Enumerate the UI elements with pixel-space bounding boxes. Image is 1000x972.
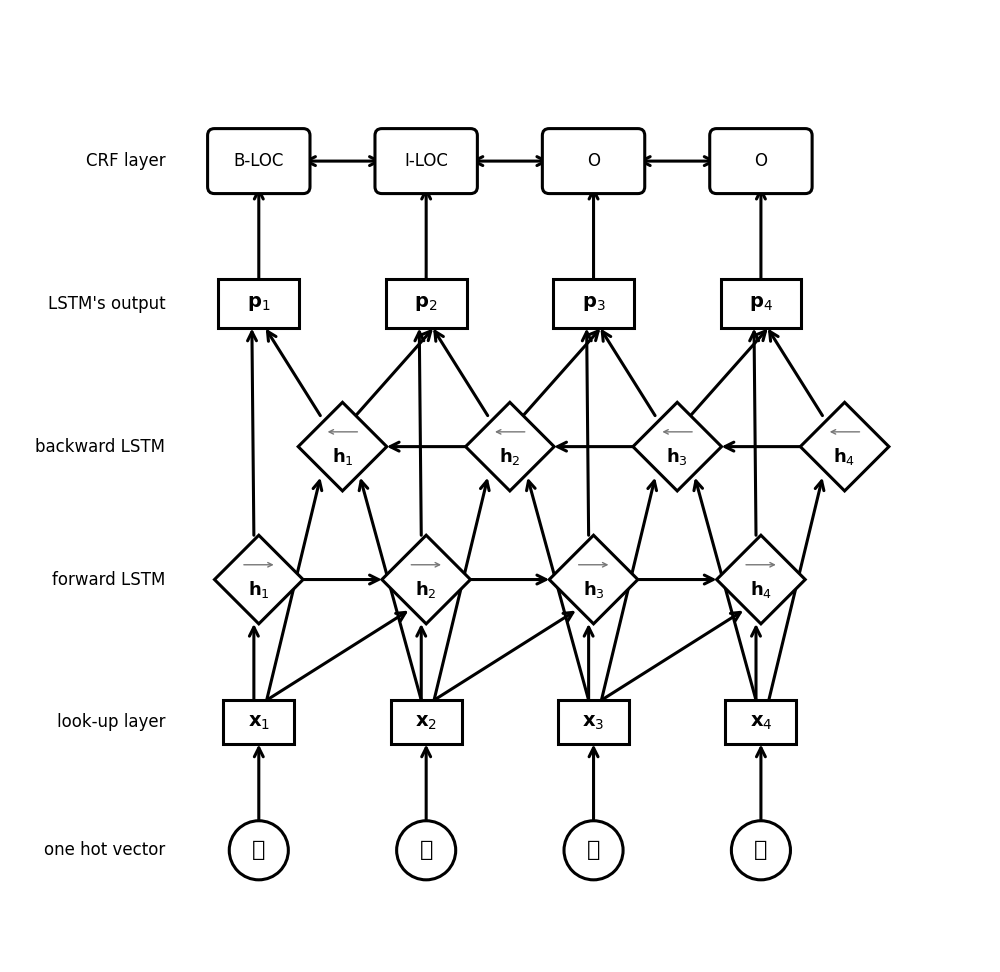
FancyBboxPatch shape	[542, 128, 645, 193]
Text: $\mathit{\mathbf{h}}_{4}$: $\mathit{\mathbf{h}}_{4}$	[750, 579, 772, 600]
Polygon shape	[382, 536, 470, 624]
Text: $\mathit{\mathbf{x}}_{3}$: $\mathit{\mathbf{x}}_{3}$	[582, 712, 605, 732]
Text: $\mathit{\mathbf{p}}_{4}$: $\mathit{\mathbf{p}}_{4}$	[749, 295, 773, 313]
Circle shape	[229, 820, 288, 880]
Text: $\mathit{\mathbf{p}}_{3}$: $\mathit{\mathbf{p}}_{3}$	[582, 295, 605, 313]
Text: $\mathit{\mathbf{p}}_{2}$: $\mathit{\mathbf{p}}_{2}$	[414, 295, 438, 313]
Text: $\mathit{\mathbf{x}}_{1}$: $\mathit{\mathbf{x}}_{1}$	[248, 712, 270, 732]
Polygon shape	[800, 402, 889, 491]
Text: $\mathit{\mathbf{x}}_{2}$: $\mathit{\mathbf{x}}_{2}$	[415, 712, 437, 732]
Polygon shape	[298, 402, 387, 491]
FancyBboxPatch shape	[710, 128, 812, 193]
FancyBboxPatch shape	[558, 700, 629, 745]
Text: B-LOC: B-LOC	[234, 152, 284, 170]
FancyBboxPatch shape	[553, 279, 634, 329]
Text: $\mathit{\mathbf{x}}_{4}$: $\mathit{\mathbf{x}}_{4}$	[750, 712, 772, 732]
FancyBboxPatch shape	[386, 279, 467, 329]
Polygon shape	[466, 402, 554, 491]
Polygon shape	[549, 536, 638, 624]
Text: $\mathit{\mathbf{p}}_{1}$: $\mathit{\mathbf{p}}_{1}$	[247, 295, 271, 313]
Text: $\mathit{\mathbf{h}}_{3}$: $\mathit{\mathbf{h}}_{3}$	[583, 579, 605, 600]
Text: 很: 很	[587, 840, 600, 860]
Text: forward LSTM: forward LSTM	[52, 571, 165, 588]
Text: $\mathit{\mathbf{h}}_{2}$: $\mathit{\mathbf{h}}_{2}$	[499, 446, 521, 467]
FancyBboxPatch shape	[725, 700, 796, 745]
Text: LSTM's output: LSTM's output	[48, 295, 165, 313]
Circle shape	[731, 820, 790, 880]
FancyBboxPatch shape	[208, 128, 310, 193]
Text: O: O	[587, 152, 600, 170]
Text: 国: 国	[419, 840, 433, 860]
Text: $\mathit{\mathbf{h}}_{2}$: $\mathit{\mathbf{h}}_{2}$	[415, 579, 437, 600]
Text: look-up layer: look-up layer	[57, 713, 165, 731]
FancyBboxPatch shape	[375, 128, 477, 193]
Text: one hot vector: one hot vector	[44, 842, 165, 859]
Text: $\mathit{\mathbf{h}}_{4}$: $\mathit{\mathbf{h}}_{4}$	[833, 446, 856, 467]
Polygon shape	[214, 536, 303, 624]
Text: $\mathit{\mathbf{h}}_{3}$: $\mathit{\mathbf{h}}_{3}$	[666, 446, 688, 467]
Circle shape	[564, 820, 623, 880]
FancyBboxPatch shape	[218, 279, 299, 329]
Polygon shape	[633, 402, 722, 491]
Text: backward LSTM: backward LSTM	[35, 437, 165, 456]
Text: 中: 中	[252, 840, 265, 860]
Text: 大: 大	[754, 840, 768, 860]
Text: CRF layer: CRF layer	[86, 152, 165, 170]
Circle shape	[397, 820, 456, 880]
Text: $\mathit{\mathbf{h}}_{1}$: $\mathit{\mathbf{h}}_{1}$	[332, 446, 353, 467]
FancyBboxPatch shape	[391, 700, 462, 745]
Text: O: O	[754, 152, 767, 170]
Text: I-LOC: I-LOC	[404, 152, 448, 170]
Polygon shape	[717, 536, 805, 624]
Text: $\mathit{\mathbf{h}}_{1}$: $\mathit{\mathbf{h}}_{1}$	[248, 579, 270, 600]
FancyBboxPatch shape	[223, 700, 294, 745]
FancyBboxPatch shape	[721, 279, 801, 329]
